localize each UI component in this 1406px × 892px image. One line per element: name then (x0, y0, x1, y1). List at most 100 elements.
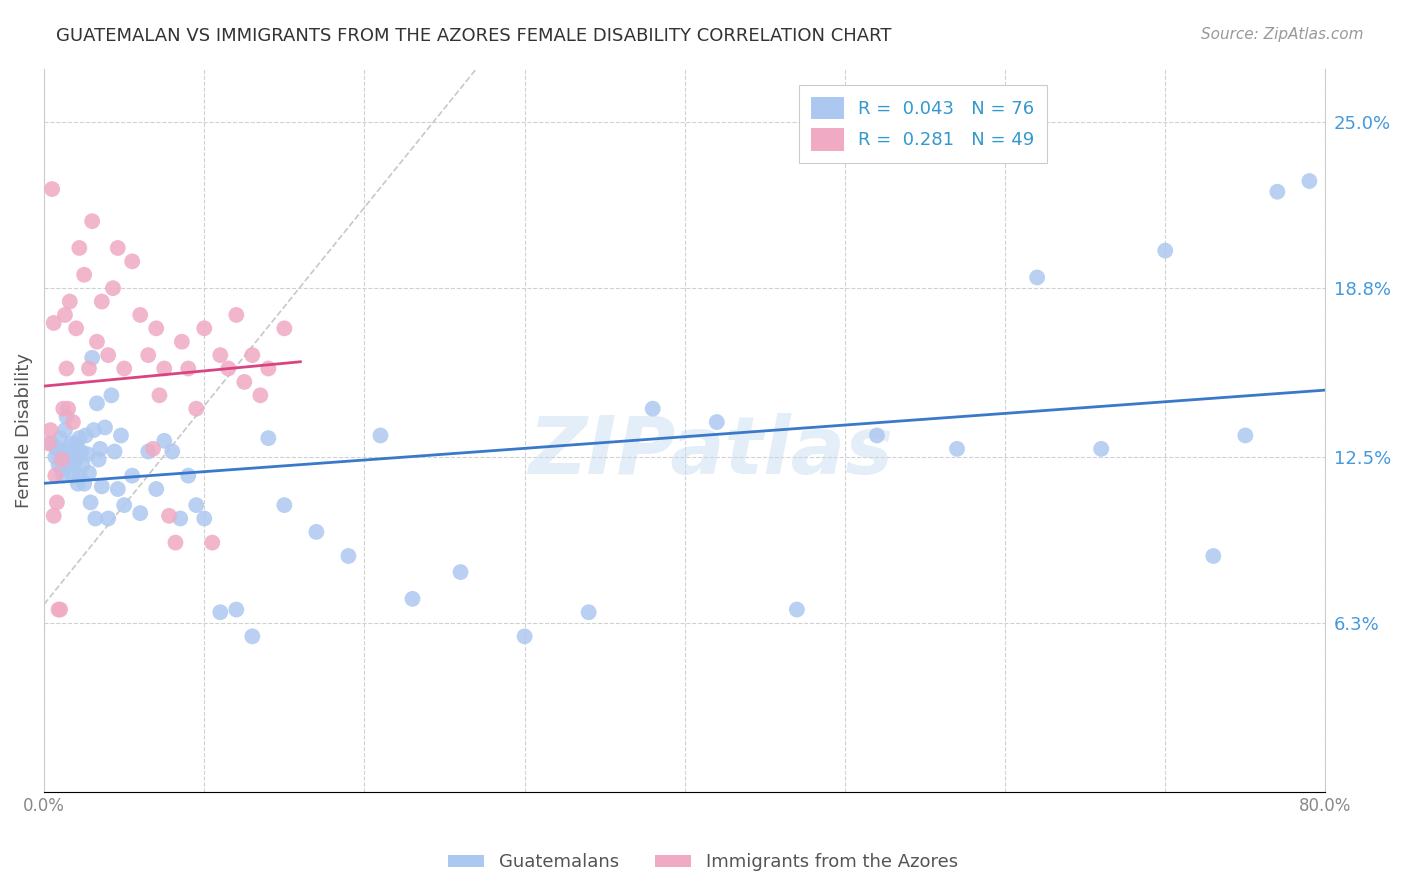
Point (136, 348, 159, 362)
Point (65, 321, 87, 335)
Point (177, 468, 200, 483)
Point (1234, 428, 1257, 442)
Point (56, 442, 79, 456)
Point (42, 508, 65, 523)
Point (240, 629, 263, 643)
Point (49, 444, 72, 458)
Point (110, 428, 132, 442)
Point (578, 605, 600, 619)
Legend: Guatemalans, Immigrants from the Azores: Guatemalans, Immigrants from the Azores (441, 847, 965, 879)
Point (142, 442, 165, 456)
Point (38, 436, 60, 450)
Point (82, 214, 104, 228)
Point (87, 452, 110, 467)
Point (162, 444, 184, 458)
Point (450, 565, 472, 579)
Point (77, 466, 100, 480)
Point (77, 361, 100, 376)
Point (63, 455, 86, 469)
Point (101, 281, 124, 295)
Point (70, 444, 93, 458)
Point (82, 351, 104, 365)
Point (1090, 442, 1112, 456)
Point (186, 401, 208, 416)
Point (513, 629, 536, 643)
Point (153, 361, 176, 376)
Point (193, 511, 215, 525)
Point (49, 602, 72, 616)
Point (52, 401, 75, 416)
Point (153, 434, 176, 448)
Point (51, 452, 73, 467)
Point (946, 442, 969, 456)
Point (1026, 270, 1049, 285)
Point (209, 605, 232, 619)
Point (67, 431, 90, 445)
Y-axis label: Female Disability: Female Disability (15, 352, 32, 508)
Point (53, 423, 76, 437)
Point (240, 348, 263, 362)
Point (45, 495, 67, 509)
Point (42, 316, 65, 330)
Point (1202, 549, 1225, 563)
Point (83, 423, 105, 437)
Point (60, 436, 83, 450)
Point (866, 428, 889, 442)
Point (56, 401, 79, 416)
Point (1267, 185, 1289, 199)
Point (90, 479, 112, 493)
Point (62, 468, 84, 483)
Point (49, 431, 72, 445)
Text: ZIPatlas: ZIPatlas (527, 413, 893, 491)
Point (41, 436, 63, 450)
Point (145, 482, 167, 496)
Point (65, 436, 87, 450)
Point (73, 476, 96, 491)
Point (193, 321, 215, 335)
Point (65, 450, 87, 464)
Point (55, 361, 77, 376)
Point (225, 308, 247, 322)
Point (401, 591, 423, 606)
Point (89, 442, 111, 456)
Point (103, 444, 125, 458)
Point (44, 450, 66, 464)
Point (67, 468, 90, 483)
Point (41, 182, 63, 196)
Point (273, 498, 295, 512)
Point (100, 388, 122, 402)
Point (66, 476, 89, 491)
Point (148, 388, 170, 402)
Point (129, 506, 152, 520)
Point (129, 308, 152, 322)
Point (209, 348, 232, 362)
Point (53, 308, 76, 322)
Point (145, 321, 167, 335)
Point (56, 458, 79, 472)
Legend: R =  0.043   N = 76, R =  0.281   N = 49: R = 0.043 N = 76, R = 0.281 N = 49 (799, 85, 1047, 163)
Point (1154, 244, 1177, 258)
Point (257, 431, 280, 445)
Point (59, 450, 82, 464)
Point (44, 468, 66, 483)
Point (225, 602, 247, 616)
Point (186, 498, 208, 512)
Point (55, 409, 77, 424)
Point (177, 361, 200, 376)
Point (75, 428, 97, 442)
Point (76, 447, 98, 461)
Point (107, 241, 129, 255)
Point (112, 498, 135, 512)
Point (165, 535, 187, 549)
Point (786, 602, 808, 616)
Point (337, 549, 360, 563)
Point (48, 602, 70, 616)
Point (51, 463, 73, 477)
Point (107, 482, 129, 496)
Point (97, 511, 120, 525)
Point (305, 524, 328, 539)
Point (62, 415, 84, 429)
Text: GUATEMALAN VS IMMIGRANTS FROM THE AZORES FEMALE DISABILITY CORRELATION CHART: GUATEMALAN VS IMMIGRANTS FROM THE AZORES… (56, 27, 891, 45)
Point (52, 468, 75, 483)
Point (273, 321, 295, 335)
